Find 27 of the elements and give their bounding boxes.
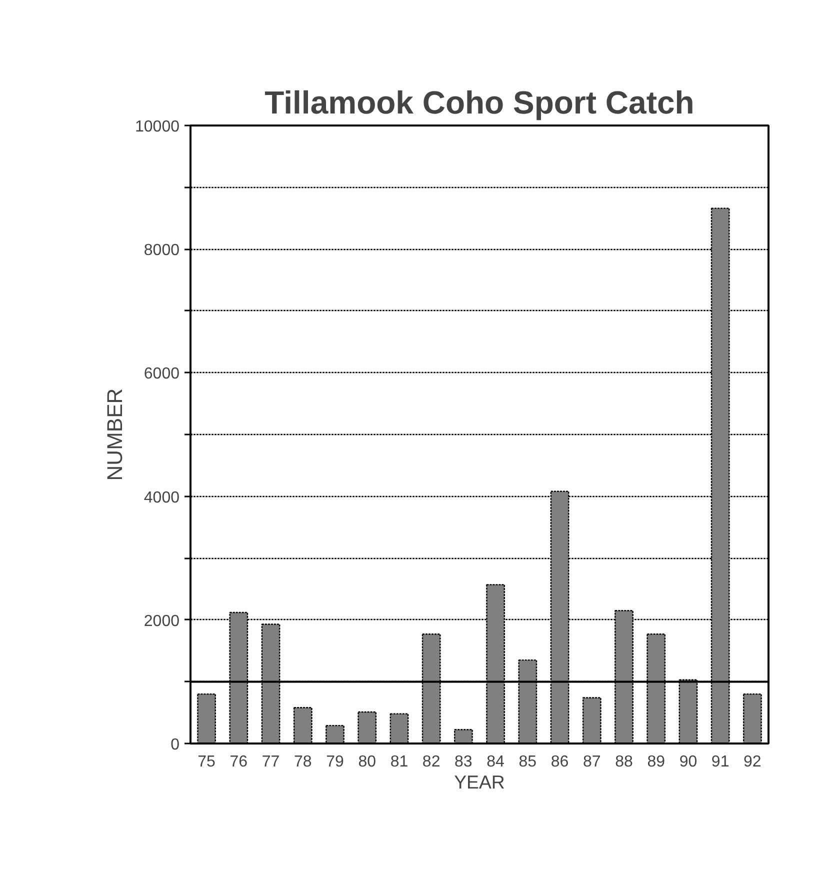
y-tick-label: 8000	[144, 242, 180, 260]
y-tick-label: 4000	[144, 489, 180, 506]
x-tick-label: 91	[711, 754, 730, 770]
x-axis-title: YEAR	[454, 772, 505, 792]
x-tick-label: 77	[262, 754, 280, 770]
y-tick-label: 2000	[144, 612, 180, 630]
x-tick-label: 87	[582, 754, 601, 770]
x-tick-label: 88	[615, 754, 633, 770]
x-tick-label: 90	[679, 754, 698, 770]
x-tick-label: 92	[744, 754, 762, 770]
x-tick-label: 81	[390, 754, 408, 770]
x-tick-label: 85	[518, 754, 537, 770]
x-tick-label: 79	[326, 754, 344, 770]
y-tick-label: 10000	[135, 118, 180, 136]
x-tick-label: 75	[198, 754, 216, 770]
x-tick-label: 82	[422, 754, 440, 770]
y-axis-title: NUMBER	[103, 388, 128, 481]
x-tick-label: 76	[230, 754, 248, 770]
chart-title: Tillamook Coho Sport Catch	[264, 84, 694, 120]
x-tick-label: 83	[454, 754, 472, 770]
x-tick-label: 84	[486, 754, 505, 770]
x-tick-label: 86	[550, 754, 569, 770]
x-tick-label: 89	[647, 754, 666, 770]
x-tick-label: 80	[358, 754, 376, 770]
y-tick-label: 0	[170, 736, 180, 754]
y-tick-label: 6000	[144, 366, 180, 383]
x-tick-label: 78	[294, 754, 312, 770]
